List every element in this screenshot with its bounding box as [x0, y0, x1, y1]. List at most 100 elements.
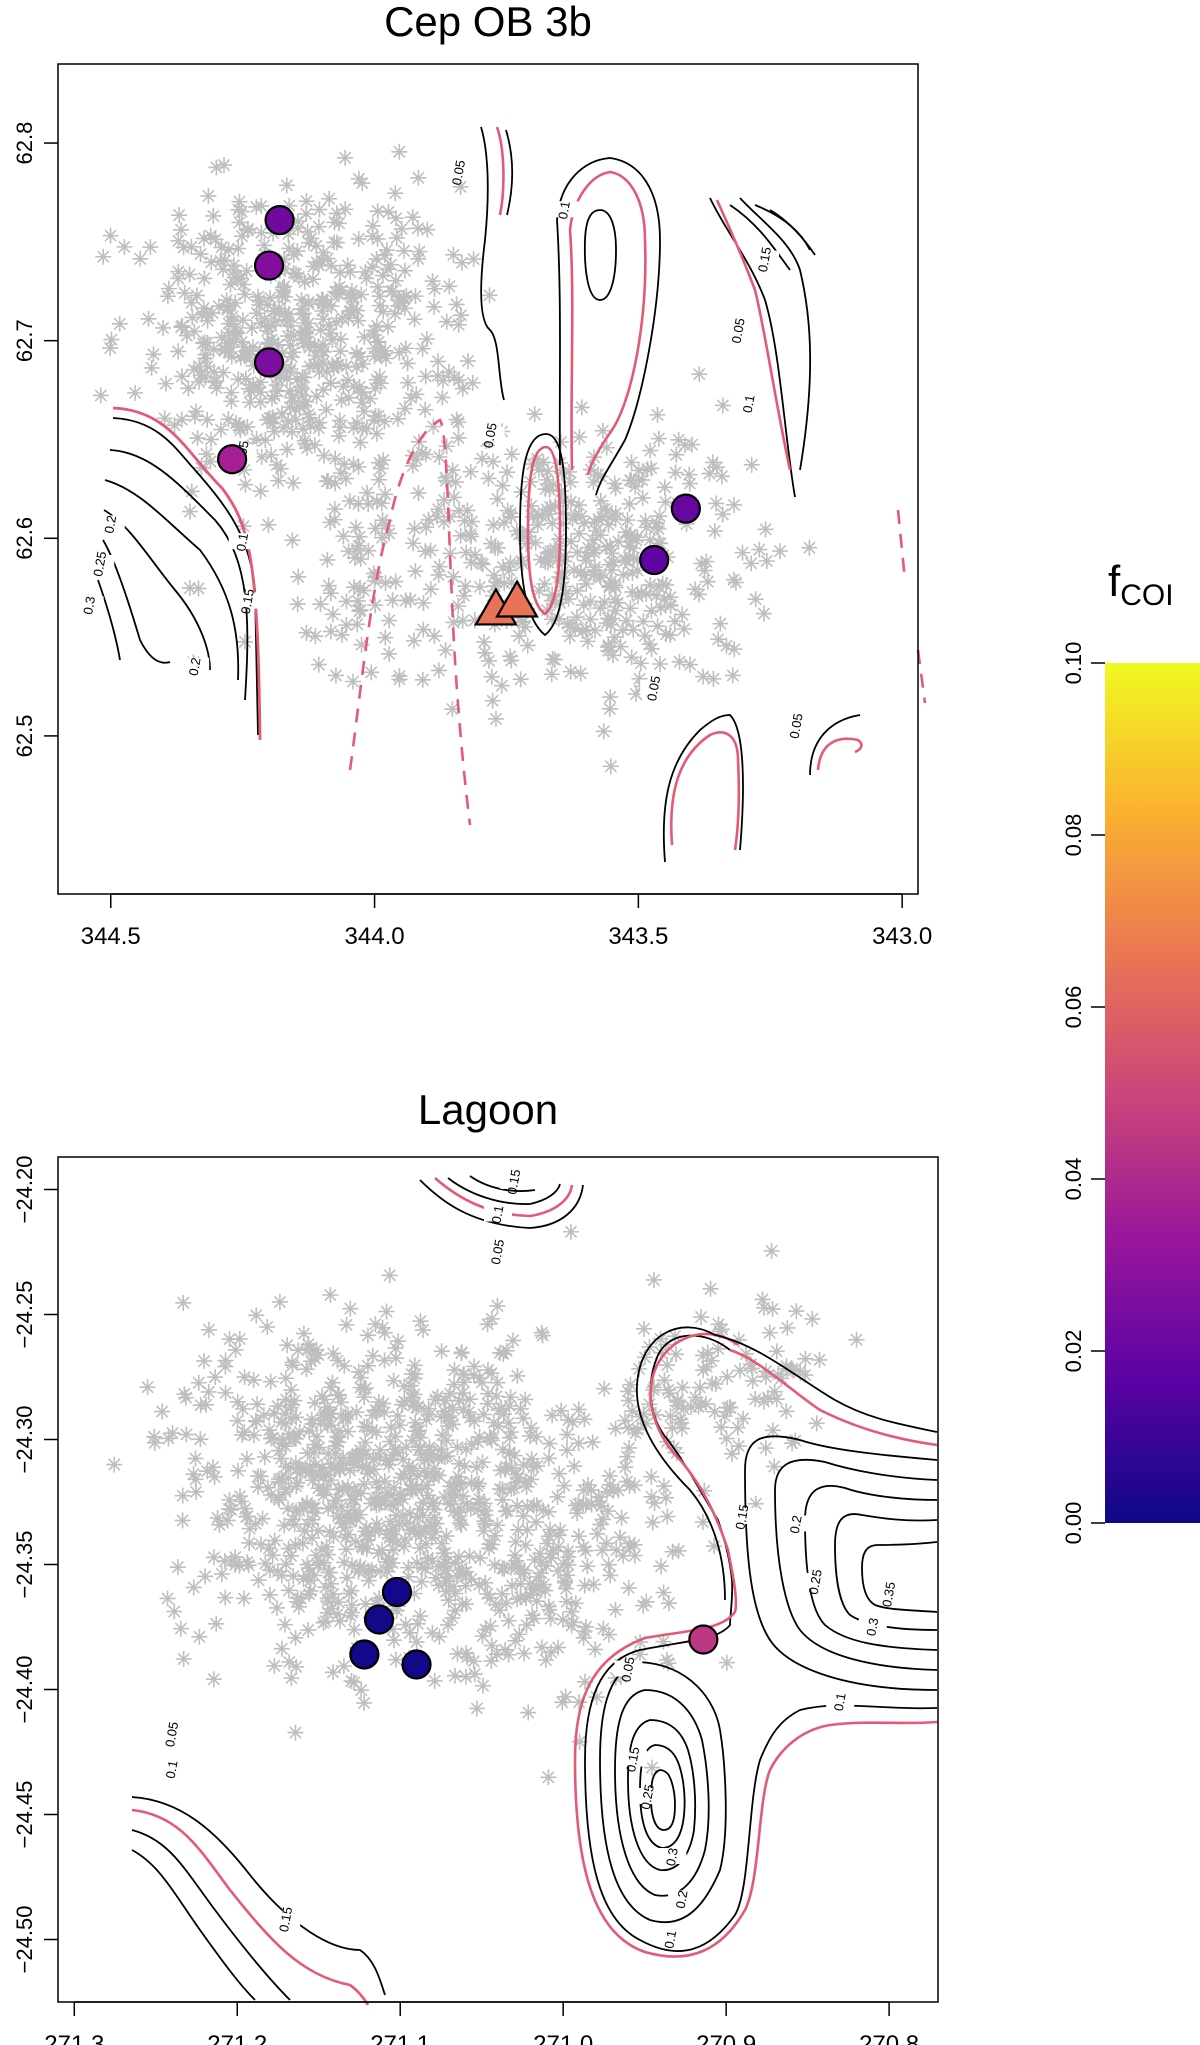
star-point — [369, 1596, 386, 1613]
star-point — [359, 1357, 376, 1374]
star-point — [318, 401, 335, 418]
star-point — [187, 403, 204, 420]
star-point — [335, 1658, 352, 1675]
star-point — [280, 413, 297, 430]
star-point — [412, 1540, 429, 1557]
star-point — [327, 1438, 344, 1455]
star-point — [213, 239, 230, 256]
contour-label: 0.05 — [787, 712, 806, 740]
star-point — [317, 1613, 334, 1630]
star-point — [283, 348, 300, 365]
star-point — [231, 419, 248, 436]
star-point — [250, 1468, 267, 1485]
star-point — [594, 509, 611, 526]
star-point — [243, 383, 260, 400]
star-point — [537, 1652, 554, 1669]
star-point — [503, 574, 520, 591]
star-point — [111, 315, 128, 332]
star-point — [205, 341, 222, 358]
star-point — [262, 1373, 279, 1390]
star-point — [364, 217, 381, 234]
star-point — [323, 257, 340, 274]
star-point — [382, 256, 399, 273]
star-point — [561, 628, 578, 645]
colorbar-ticks: 0.000.020.040.060.080.10 — [1061, 642, 1105, 1544]
star-point — [674, 1379, 691, 1396]
star-point — [220, 334, 237, 351]
star-point — [662, 1408, 679, 1425]
star-point — [322, 514, 339, 531]
star-point — [322, 325, 339, 342]
star-point — [284, 423, 301, 440]
star-point — [288, 1409, 305, 1426]
contour-label-bg — [476, 426, 505, 443]
star-point — [382, 1433, 399, 1450]
star-point — [407, 1480, 424, 1497]
star-point — [205, 1671, 222, 1688]
star-point — [600, 637, 617, 654]
star-point — [486, 1527, 503, 1544]
star-point — [764, 1301, 781, 1318]
star-point — [540, 1503, 557, 1520]
star-point — [180, 380, 197, 397]
star-point — [559, 1426, 576, 1443]
star-point — [343, 1582, 360, 1599]
star-point — [325, 360, 342, 377]
star-point — [199, 312, 216, 329]
star-point — [729, 1419, 746, 1436]
star-point — [716, 1408, 733, 1425]
star-point — [437, 1392, 454, 1409]
star-point — [220, 344, 237, 361]
star-point — [354, 175, 371, 192]
star-point — [509, 1591, 526, 1608]
star-point — [271, 1442, 288, 1459]
star-point — [259, 1479, 276, 1496]
star-point — [495, 1345, 512, 1362]
star-point — [280, 1582, 297, 1599]
star-point — [369, 278, 386, 295]
contour-label-bg — [614, 1660, 643, 1677]
star-point — [502, 554, 519, 571]
star-point — [346, 1621, 363, 1638]
star-point — [323, 1575, 340, 1592]
star-point — [335, 378, 352, 395]
star-point — [262, 1487, 279, 1504]
contour-label: 0.05 — [481, 422, 500, 450]
star-point — [352, 1558, 369, 1575]
star-point — [277, 1370, 294, 1387]
star-point — [624, 583, 641, 600]
star-point — [539, 463, 556, 480]
star-point — [335, 528, 352, 545]
star-point — [352, 1442, 369, 1459]
star-point — [350, 1363, 367, 1380]
star-point — [261, 1422, 278, 1439]
star-point — [305, 1444, 322, 1461]
star-point — [252, 394, 269, 411]
star-point — [473, 554, 490, 571]
star-point — [444, 1416, 461, 1433]
contour-label-bg — [619, 1750, 648, 1767]
star-point — [252, 483, 269, 500]
star-point — [171, 207, 188, 224]
star-point — [422, 542, 439, 559]
star-point — [300, 315, 317, 332]
star-point — [630, 462, 647, 479]
star-point — [160, 280, 177, 297]
star-point — [351, 1506, 368, 1523]
star-point — [635, 1597, 652, 1614]
star-point — [675, 1400, 692, 1417]
star-point — [321, 1405, 338, 1422]
star-point — [418, 1477, 435, 1494]
star-point — [553, 1402, 570, 1419]
star-point — [259, 1319, 276, 1335]
star-point — [613, 1509, 630, 1526]
star-point — [730, 1438, 747, 1455]
star-point — [294, 420, 311, 437]
star-point — [596, 1380, 613, 1397]
star-point — [206, 1468, 223, 1485]
star-point — [357, 1380, 374, 1397]
star-point — [620, 1579, 637, 1596]
star-point — [239, 222, 256, 239]
star-point — [747, 591, 764, 608]
star-point — [358, 1540, 375, 1557]
